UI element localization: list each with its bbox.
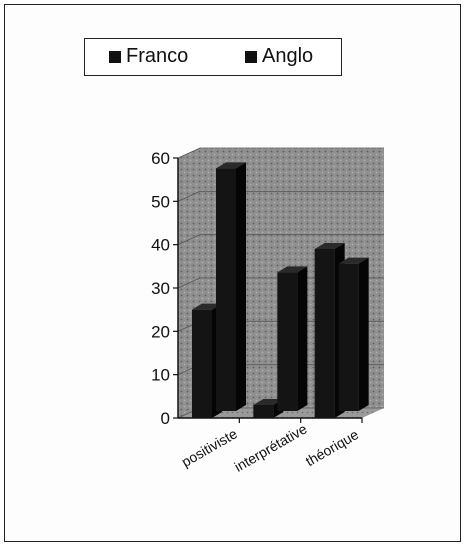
bar-anglo-0 — [216, 162, 246, 411]
y-tick-label: 40 — [151, 236, 170, 255]
bar-side — [358, 257, 369, 411]
legend-item-anglo: Anglo — [245, 45, 313, 68]
bar-front — [192, 309, 212, 418]
bar-front — [338, 263, 359, 411]
gridline — [177, 147, 384, 159]
y-tick-label: 20 — [151, 322, 170, 341]
legend-label-franco: Franco — [126, 45, 189, 67]
bar-anglo-2 — [338, 257, 369, 411]
y-tick-label: 50 — [151, 192, 170, 211]
x-category-label: interprétative — [232, 420, 310, 474]
gridline — [177, 234, 384, 246]
x-category-label: positiviste — [179, 425, 240, 470]
bar-front — [216, 168, 236, 411]
legend-label-anglo: Anglo — [262, 45, 314, 67]
bar-front — [314, 249, 335, 418]
y-tick-label: 60 — [151, 149, 170, 168]
y-tick-label: 30 — [151, 279, 170, 298]
legend-swatch-franco — [109, 50, 121, 63]
legend-item-franco: Franco — [109, 45, 188, 68]
x-category-label: théorique — [303, 426, 362, 469]
legend-swatch-anglo — [245, 50, 257, 63]
bar-anglo-1 — [277, 266, 308, 411]
bar-side — [297, 266, 308, 411]
y-tick-label: 10 — [151, 366, 170, 385]
y-tick-label: 0 — [161, 409, 170, 428]
bar-front — [277, 272, 298, 411]
bar-side — [236, 162, 246, 411]
bar-front — [253, 405, 274, 418]
chart-legend: Franco Anglo — [84, 38, 342, 76]
gridline — [177, 190, 384, 202]
